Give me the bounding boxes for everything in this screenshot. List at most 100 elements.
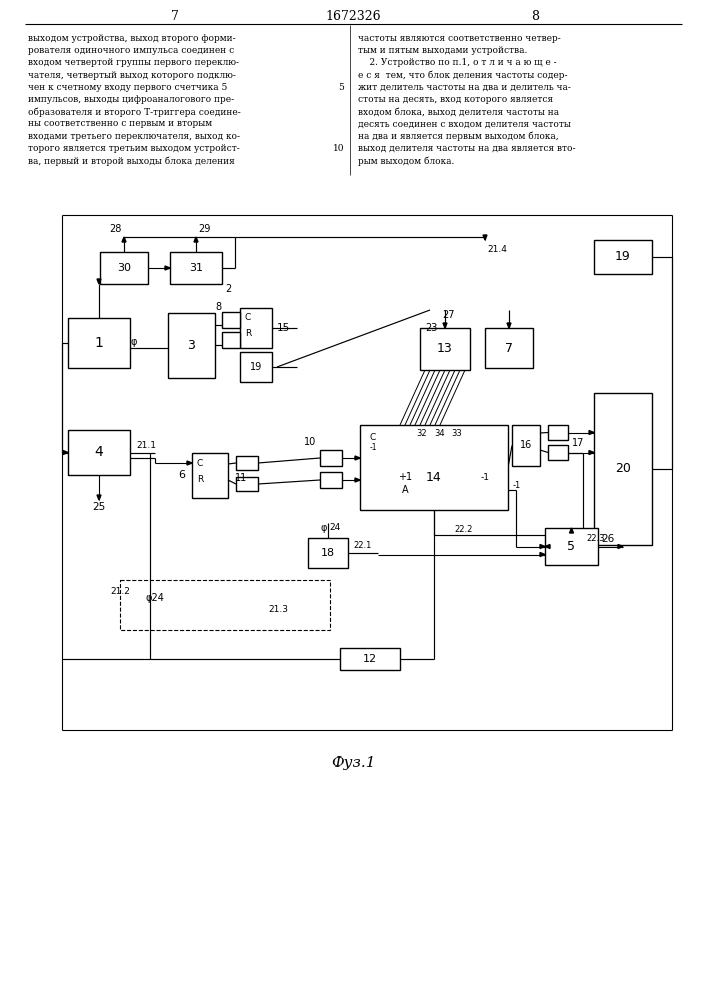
Bar [68,430,130,475]
Text: чателя, четвертый выход которого подклю-: чателя, четвертый выход которого подклю- [28,71,236,80]
Text: 5: 5 [568,540,575,553]
Text: 21.4: 21.4 [487,244,507,253]
Text: R: R [245,328,251,338]
Bar [485,328,533,368]
Text: рователя одиночного импульса соединен с: рователя одиночного импульса соединен с [28,46,234,55]
Bar [594,240,652,274]
Polygon shape [545,544,550,548]
Bar [512,425,540,466]
Polygon shape [97,495,101,500]
Polygon shape [194,237,198,242]
Text: 6: 6 [178,471,185,481]
Polygon shape [443,323,447,328]
Bar [420,328,470,370]
Bar [320,450,342,466]
Text: входами третьего переключателя, выход ко-: входами третьего переключателя, выход ко… [28,132,240,141]
Text: ны соответственно с первым и вторым: ны соответственно с первым и вторым [28,119,212,128]
Text: -1: -1 [370,442,378,452]
Polygon shape [97,279,101,284]
Text: 34: 34 [435,428,445,438]
Text: тым и пятым выходами устройства.: тым и пятым выходами устройства. [358,46,527,55]
Text: 31: 31 [189,263,203,273]
Text: 22.1: 22.1 [354,540,372,550]
Text: выход делителя частоты на два является вто-: выход делителя частоты на два является в… [358,144,575,153]
Polygon shape [63,450,68,454]
Text: 10: 10 [304,437,316,447]
Text: жит делитель частоты на два и делитель ча-: жит делитель частоты на два и делитель ч… [358,83,571,92]
Text: 14: 14 [426,471,442,484]
Text: 22.2: 22.2 [455,526,473,534]
Text: е с я  тем, что блок деления частоты содер-: е с я тем, что блок деления частоты соде… [358,71,568,80]
Text: 8: 8 [215,302,221,312]
Text: -1: -1 [481,473,489,482]
Text: C: C [370,432,376,442]
Bar [236,456,258,470]
Polygon shape [355,478,360,482]
Polygon shape [589,430,594,434]
Text: 16: 16 [520,440,532,450]
Text: входом четвертой группы первого переклю-: входом четвертой группы первого переклю- [28,58,239,67]
Text: частоты являются соответственно четвер-: частоты являются соответственно четвер- [358,34,561,43]
Text: C: C [197,460,203,468]
Text: φ24: φ24 [146,593,165,603]
Polygon shape [165,266,170,270]
Text: входом блока, выход делителя частоты на: входом блока, выход делителя частоты на [358,107,559,116]
Bar [120,580,330,630]
Text: выходом устройства, выход второго форми-: выходом устройства, выход второго форми- [28,34,235,43]
Polygon shape [618,544,623,548]
Text: C: C [245,314,251,322]
Text: 13: 13 [437,342,453,356]
Text: чен к счетному входу первого счетчика 5: чен к счетному входу первого счетчика 5 [28,83,228,92]
Text: 21.1: 21.1 [136,441,156,450]
Text: 21.2: 21.2 [110,587,130,596]
Text: 21.3: 21.3 [268,605,288,614]
Bar [548,445,568,460]
Polygon shape [122,237,126,242]
Text: φ: φ [131,337,137,347]
Text: 1: 1 [95,336,103,350]
Text: рым выходом блока.: рым выходом блока. [358,156,455,165]
Bar [308,538,348,568]
Text: A: A [402,485,409,495]
Text: 2: 2 [225,284,231,294]
Polygon shape [507,323,511,328]
Text: 17: 17 [572,438,585,448]
Text: десять соединен с входом делителя частоты: десять соединен с входом делителя частот… [358,119,571,128]
Polygon shape [570,528,573,533]
Bar [222,312,240,328]
Text: 12: 12 [363,654,377,664]
Text: 20: 20 [615,462,631,476]
Text: 7: 7 [505,342,513,355]
Text: 30: 30 [117,263,131,273]
Text: 11: 11 [235,473,247,483]
Bar [170,252,222,284]
Text: 27: 27 [442,310,455,320]
Text: 33: 33 [452,428,462,438]
Text: -1: -1 [513,481,521,489]
Text: 23: 23 [425,323,438,333]
Bar [236,477,258,491]
Text: 32: 32 [416,428,427,438]
Text: торого является третьим выходом устройст-: торого является третьим выходом устройст… [28,144,240,153]
Bar [340,648,400,670]
Bar [222,332,240,348]
Text: на два и является первым выходом блока,: на два и является первым выходом блока, [358,132,559,141]
Bar [240,352,272,382]
Text: Фуз.1: Фуз.1 [331,756,375,770]
Text: 8: 8 [531,9,539,22]
Text: 3: 3 [187,339,195,352]
Text: стоты на десять, вход которого является: стоты на десять, вход которого является [358,95,553,104]
Text: φ: φ [321,523,327,533]
Text: ва, первый и второй выходы блока деления: ва, первый и второй выходы блока деления [28,156,235,165]
Text: 22.3: 22.3 [586,534,604,543]
Text: 24: 24 [329,524,341,532]
Text: 25: 25 [93,502,105,512]
Bar [240,308,272,348]
Bar [68,318,130,368]
Text: образователя и второго Т-триггера соедине-: образователя и второго Т-триггера соедин… [28,107,241,117]
Text: 18: 18 [321,548,335,558]
Text: импульсов, выходы цифроаналогового пре-: импульсов, выходы цифроаналогового пре- [28,95,234,104]
Bar [594,393,652,545]
Text: 1672326: 1672326 [325,9,381,22]
Text: 4: 4 [95,446,103,460]
